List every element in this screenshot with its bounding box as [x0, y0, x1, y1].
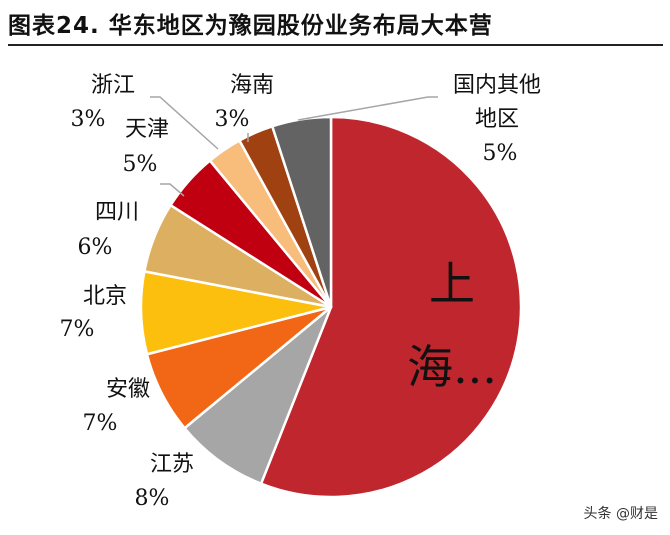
- slice-label: 江苏: [150, 452, 194, 477]
- slice-label: 北京: [83, 284, 127, 309]
- slice-label: 四川: [95, 200, 139, 225]
- pie-slice: [183, 305, 333, 485]
- slice-value-label: 8%: [135, 486, 170, 511]
- slice-value-label: 7%: [60, 317, 95, 342]
- slice-value-label: 5%: [483, 141, 518, 166]
- slice-value-label: 6%: [78, 235, 113, 260]
- slice-value-label: 3%: [215, 107, 250, 132]
- watermark: 头条 @财是: [583, 506, 658, 522]
- chart-title: 图表24. 华东地区为豫园股份业务布局大本营: [8, 13, 493, 39]
- slice-label: 地区: [475, 107, 519, 132]
- slice-label: 海...: [407, 340, 497, 394]
- slice-label: 安徽: [106, 377, 150, 402]
- slice-label: 浙江: [91, 73, 135, 98]
- leader-line: [160, 183, 185, 197]
- slice-value-label: 7%: [83, 411, 118, 436]
- slice-value-label: 3%: [71, 107, 106, 132]
- leader-line: [297, 96, 438, 121]
- leader-line: [150, 96, 219, 150]
- slice-label: 海南: [230, 73, 274, 98]
- slice-label: 国内其他: [453, 73, 541, 98]
- slice-value-label: 5%: [123, 152, 158, 177]
- slice-label: 天津: [125, 117, 169, 142]
- pie-slice: [259, 115, 523, 499]
- title-divider: [8, 44, 663, 46]
- slice-label: 上: [429, 257, 475, 311]
